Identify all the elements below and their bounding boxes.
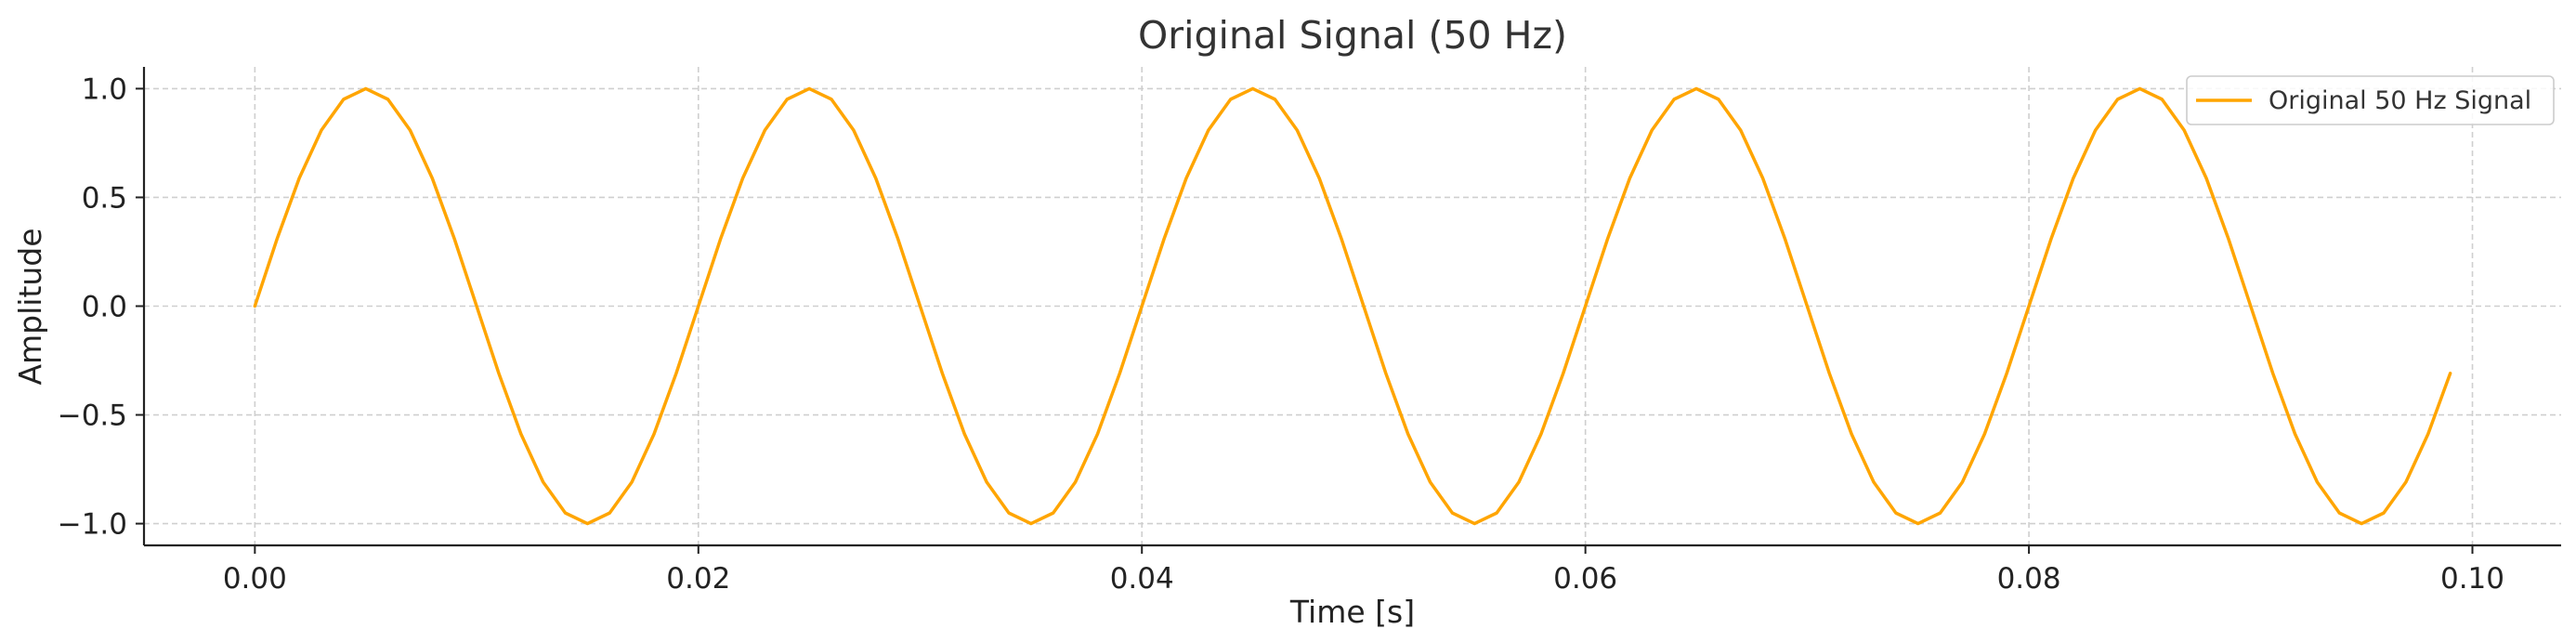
x-tick-label: 0.04	[1110, 562, 1174, 596]
series-layer	[253, 86, 2452, 526]
x-tick-label: 0.10	[2440, 562, 2504, 596]
y-tick-label: 1.0	[82, 72, 127, 106]
series-line-0	[253, 86, 2452, 526]
x-axis-label: Time [s]	[1289, 594, 1415, 630]
y-tick-label: 0.0	[82, 291, 127, 324]
legend-box	[2186, 75, 2555, 125]
grid-layer	[144, 67, 2561, 545]
y-tick-label: −1.0	[58, 508, 127, 542]
x-tick-label: 0.02	[666, 562, 730, 596]
x-tick-label: 0.08	[1997, 562, 2061, 596]
chart-title: Original Signal (50 Hz)	[1138, 13, 1567, 58]
y-tick-label: −0.5	[58, 400, 127, 433]
x-ticks: 0.00 0.02 0.04 0.06 0.08 0.10	[223, 545, 2504, 596]
x-tick-label: 0.06	[1553, 562, 1617, 596]
x-tick-label: 0.00	[223, 562, 287, 596]
legend-label: Original 50 Hz Signal	[2269, 86, 2531, 115]
y-ticks: −1.0 −0.5 0.0 0.5 1.0	[58, 72, 144, 542]
y-tick-label: 0.5	[82, 181, 127, 215]
legend: Original 50 Hz Signal	[2186, 75, 2555, 125]
y-axis-label: Amplitude	[12, 228, 48, 385]
